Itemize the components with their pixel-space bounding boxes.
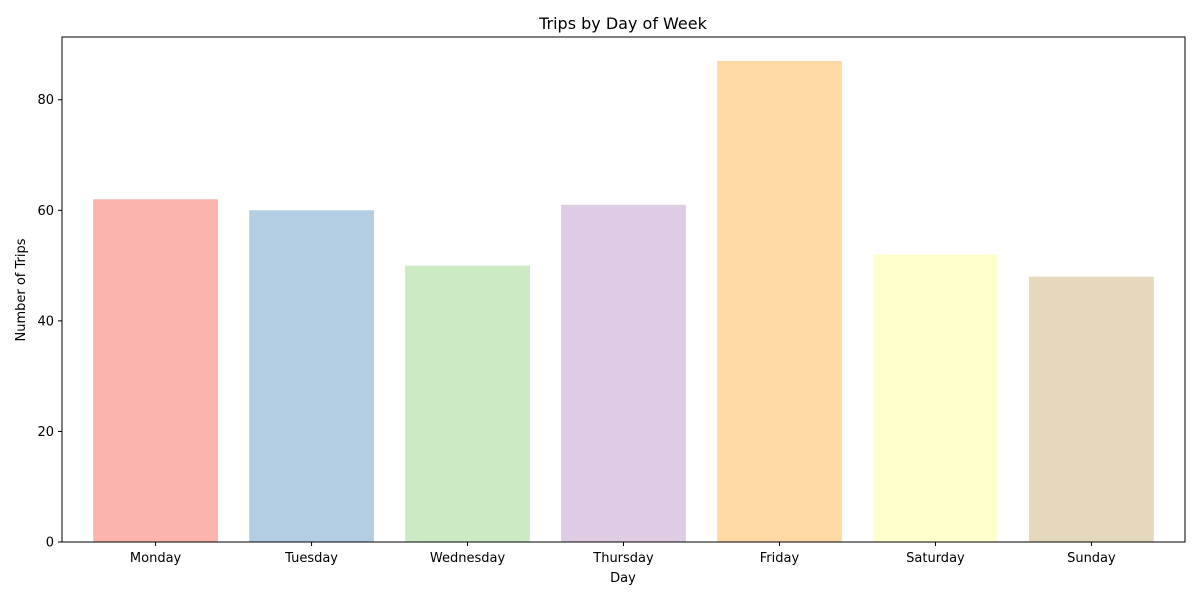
x-tick-label: Sunday bbox=[1067, 551, 1116, 566]
x-tick-label: Monday bbox=[130, 551, 182, 566]
x-tick-label: Friday bbox=[760, 551, 800, 566]
x-tick-label: Thursday bbox=[592, 551, 654, 566]
bar-monday bbox=[93, 199, 218, 542]
y-tick-label: 80 bbox=[37, 93, 54, 108]
bar-thursday bbox=[561, 204, 686, 542]
x-axis-label: Day bbox=[610, 571, 636, 586]
y-tick-label: 20 bbox=[37, 425, 54, 440]
bar-friday bbox=[717, 61, 842, 543]
x-tick-label: Wednesday bbox=[430, 551, 506, 566]
x-axis-ticks: Monday Tuesday Wednesday Thursday Friday Satu… bbox=[130, 542, 1116, 566]
bar-wednesday bbox=[405, 265, 530, 542]
y-tick-label: 40 bbox=[37, 314, 54, 329]
y-axis-ticks: 0 20 40 60 80 bbox=[37, 93, 62, 551]
y-tick-label: 0 bbox=[46, 536, 54, 551]
bars-group bbox=[93, 61, 1154, 543]
y-tick-label: 60 bbox=[37, 204, 54, 219]
y-axis-label: Number of Trips bbox=[14, 238, 29, 341]
bar-sunday bbox=[1029, 276, 1154, 542]
x-tick-label: Tuesday bbox=[284, 551, 338, 566]
bar-saturday bbox=[873, 254, 998, 542]
chart-title: Trips by Day of Week bbox=[538, 14, 707, 33]
bar-tuesday bbox=[249, 210, 374, 542]
x-tick-label: Saturday bbox=[906, 551, 965, 566]
plot-area-frame bbox=[61, 36, 1186, 543]
